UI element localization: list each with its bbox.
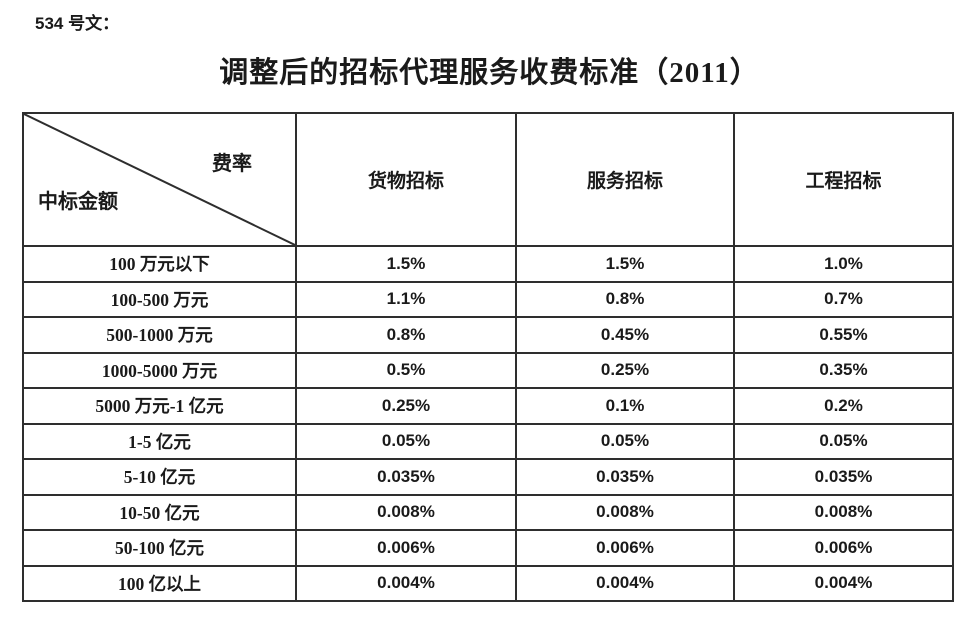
column-header-service-bidding: 服务招标	[515, 112, 735, 247]
rate-cell: 1.5%	[295, 245, 517, 283]
fee-table: 费率 中标金额 货物招标 服务招标 工程招标 100 万元以下 1.5% 1.5% 1…	[22, 112, 954, 602]
rate-cell: 0.004%	[295, 564, 517, 602]
row-label-amount-tier: 100-500 万元	[22, 280, 297, 318]
table-row: 5000 万元-1 亿元 0.25% 0.1% 0.2%	[22, 387, 954, 425]
rate-cell: 0.035%	[295, 458, 517, 496]
table-row: 10-50 亿元 0.008% 0.008% 0.008%	[22, 493, 954, 531]
row-label-amount-tier: 500-1000 万元	[22, 316, 297, 354]
rate-cell: 0.7%	[733, 280, 954, 318]
table-row: 50-100 亿元 0.006% 0.006% 0.006%	[22, 529, 954, 567]
rate-cell: 0.45%	[515, 316, 735, 354]
rate-cell: 0.25%	[515, 351, 735, 389]
header-row: 费率 中标金额 货物招标 服务招标 工程招标	[22, 112, 954, 247]
corner-cell: 费率 中标金额	[22, 112, 297, 247]
rate-cell: 1.0%	[733, 245, 954, 283]
rate-cell: 0.8%	[515, 280, 735, 318]
page-title: 调整后的招标代理服务收费标准（2011）	[219, 57, 760, 89]
row-label-amount-tier: 100 万元以下	[22, 245, 297, 283]
corner-label-rate: 费率	[212, 153, 252, 175]
rate-cell: 0.006%	[295, 529, 517, 567]
rate-cell: 1.5%	[515, 245, 735, 283]
row-label-amount-tier: 1000-5000 万元	[22, 351, 297, 389]
table-row: 5-10 亿元 0.035% 0.035% 0.035%	[22, 458, 954, 496]
table-row: 500-1000 万元 0.8% 0.45% 0.55%	[22, 316, 954, 354]
rate-cell: 0.004%	[515, 564, 735, 602]
row-label-amount-tier: 5-10 亿元	[22, 458, 297, 496]
column-header-goods-bidding: 货物招标	[295, 112, 517, 247]
row-label-amount-tier: 1-5 亿元	[22, 422, 297, 460]
table-row: 1000-5000 万元 0.5% 0.25% 0.35%	[22, 351, 954, 389]
rate-cell: 0.1%	[515, 387, 735, 425]
rate-cell: 0.008%	[733, 493, 954, 531]
rate-cell: 1.1%	[295, 280, 517, 318]
row-label-amount-tier: 5000 万元-1 亿元	[22, 387, 297, 425]
rate-cell: 0.008%	[515, 493, 735, 531]
rate-cell: 0.05%	[295, 422, 517, 460]
rate-cell: 0.35%	[733, 351, 954, 389]
rate-cell: 0.2%	[733, 387, 954, 425]
rate-cell: 0.006%	[733, 529, 954, 567]
table-row: 1-5 亿元 0.05% 0.05% 0.05%	[22, 422, 954, 460]
row-label-amount-tier: 10-50 亿元	[22, 493, 297, 531]
rate-cell: 0.5%	[295, 351, 517, 389]
rate-cell: 0.006%	[515, 529, 735, 567]
rate-cell: 0.035%	[515, 458, 735, 496]
rate-cell: 0.004%	[733, 564, 954, 602]
table-row: 100 亿以上 0.004% 0.004% 0.004%	[22, 564, 954, 602]
rate-cell: 0.035%	[733, 458, 954, 496]
table-row: 100 万元以下 1.5% 1.5% 1.0%	[22, 245, 954, 283]
rate-cell: 0.55%	[733, 316, 954, 354]
table-body: 100 万元以下 1.5% 1.5% 1.0% 100-500 万元 1.1% 0.8% 0.…	[22, 245, 954, 602]
rate-cell: 0.05%	[515, 422, 735, 460]
rate-cell: 0.25%	[295, 387, 517, 425]
rate-cell: 0.8%	[295, 316, 517, 354]
table-row: 100-500 万元 1.1% 0.8% 0.7%	[22, 280, 954, 318]
corner-label-bid-amount: 中标金额	[38, 191, 118, 213]
rate-cell: 0.008%	[295, 493, 517, 531]
row-label-amount-tier: 100 亿以上	[22, 564, 297, 602]
column-header-engineering-bidding: 工程招标	[733, 112, 954, 247]
diagonal-line	[24, 114, 295, 245]
row-label-amount-tier: 50-100 亿元	[22, 529, 297, 567]
doc-number: 534 号文：	[35, 14, 120, 33]
rate-cell: 0.05%	[733, 422, 954, 460]
